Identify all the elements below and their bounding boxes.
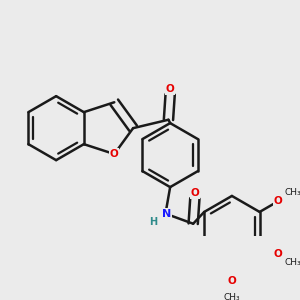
Text: O: O xyxy=(110,149,119,159)
Text: O: O xyxy=(166,84,175,94)
Text: H: H xyxy=(150,217,158,227)
Text: O: O xyxy=(274,196,282,206)
Text: O: O xyxy=(190,188,199,198)
Text: CH₃: CH₃ xyxy=(284,258,300,267)
Text: O: O xyxy=(274,250,282,260)
Text: N: N xyxy=(162,208,171,219)
Text: O: O xyxy=(227,276,236,286)
Text: CH₃: CH₃ xyxy=(284,188,300,197)
Text: CH₃: CH₃ xyxy=(224,293,240,300)
